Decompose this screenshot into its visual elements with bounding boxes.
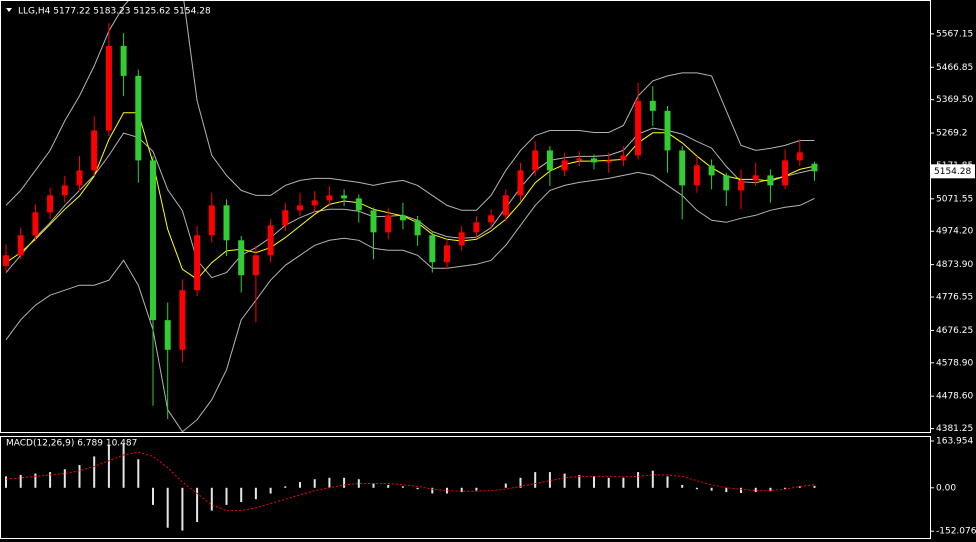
y-tick-label: 5071.55 — [936, 194, 973, 204]
y-tick-label: 5269.2 — [936, 129, 968, 139]
current-price-box — [931, 164, 975, 179]
bollinger-band — [5, 1, 815, 211]
candle-body — [311, 200, 318, 206]
candle-body — [444, 245, 450, 263]
candle-body — [752, 175, 759, 181]
candle-body — [767, 175, 774, 186]
candle-body — [179, 290, 186, 350]
candle-body — [693, 165, 700, 186]
candle-body — [194, 235, 201, 291]
y-tick-label: -152.076 — [936, 527, 976, 537]
candle-body — [458, 232, 465, 246]
candle-body — [3, 255, 9, 266]
candle-body — [738, 180, 744, 191]
candle-body — [811, 163, 818, 172]
candle-body — [532, 150, 539, 171]
candle-body — [473, 222, 480, 233]
candle-body — [47, 195, 54, 213]
candle-body — [517, 170, 524, 196]
candle-body — [385, 215, 392, 233]
candle-body — [61, 185, 68, 196]
candle-body — [708, 165, 715, 176]
y-tick-label: 5369.50 — [936, 95, 973, 105]
candle-body — [635, 100, 642, 156]
y-tick-label: 5567.15 — [936, 29, 973, 39]
candle-body — [355, 198, 362, 211]
candle-body — [620, 155, 627, 161]
macd-plot — [5, 443, 816, 531]
bollinger-band — [5, 171, 815, 432]
candle-body — [561, 160, 568, 171]
candle-body — [120, 45, 127, 76]
candle-body — [252, 255, 259, 276]
candle-body — [164, 320, 171, 350]
main-plot — [3, 1, 818, 432]
candle-body — [267, 225, 274, 256]
candle-body — [326, 195, 333, 201]
candle-body — [591, 158, 597, 163]
macd-title: MACD(12,26,9) 6.789 10.487 — [6, 439, 137, 449]
price-axis: 5567.155466.855369.505269.25171.855071.5… — [930, 29, 976, 537]
candle-body — [414, 220, 421, 236]
current-price-label: 5154.28 — [934, 167, 971, 177]
candle-body — [17, 235, 24, 256]
candle-body — [370, 210, 377, 233]
y-tick-label: 4974.20 — [936, 227, 973, 237]
candle-body — [796, 152, 803, 161]
macd-signal — [5, 451, 815, 512]
candle-body — [91, 130, 98, 171]
chart-title: LLG,H4 5177.22 5183.23 5125.62 5154.28 — [18, 7, 211, 17]
candle-body — [399, 215, 406, 221]
menu-arrow[interactable] — [6, 8, 12, 12]
candle-body — [488, 215, 495, 223]
candle-body — [238, 240, 245, 276]
candle-body — [605, 160, 612, 163]
candle-body — [135, 75, 142, 161]
candle-body — [723, 175, 730, 191]
y-tick-label: 4776.55 — [936, 293, 973, 303]
candle-body — [429, 235, 436, 263]
y-tick-label: 4676.25 — [936, 326, 973, 336]
y-tick-label: 4873.90 — [936, 260, 973, 270]
main-panel-frame — [0, 0, 931, 433]
candle-body — [576, 158, 583, 161]
y-tick-label: 4478.60 — [936, 392, 973, 402]
y-tick-label: 163.954 — [936, 437, 973, 447]
candle-body — [664, 110, 671, 151]
candle-body — [546, 150, 553, 171]
candle-body — [341, 195, 348, 199]
candle-body — [76, 170, 83, 186]
candle-body — [502, 195, 509, 216]
candle-body — [32, 212, 39, 236]
y-tick-label: 0.00 — [936, 483, 956, 493]
candle-body — [105, 45, 112, 131]
candle-body — [150, 160, 156, 321]
candle-body — [649, 100, 656, 111]
candle-body — [679, 150, 686, 186]
candle-body — [782, 160, 789, 186]
candle-body — [223, 205, 230, 241]
y-tick-label: 4381.25 — [936, 424, 973, 434]
y-tick-label: 4578.90 — [936, 358, 973, 368]
candle-body — [208, 205, 215, 236]
candle-body — [297, 205, 303, 211]
y-tick-label: 5466.85 — [936, 63, 973, 73]
candle-body — [282, 210, 289, 226]
